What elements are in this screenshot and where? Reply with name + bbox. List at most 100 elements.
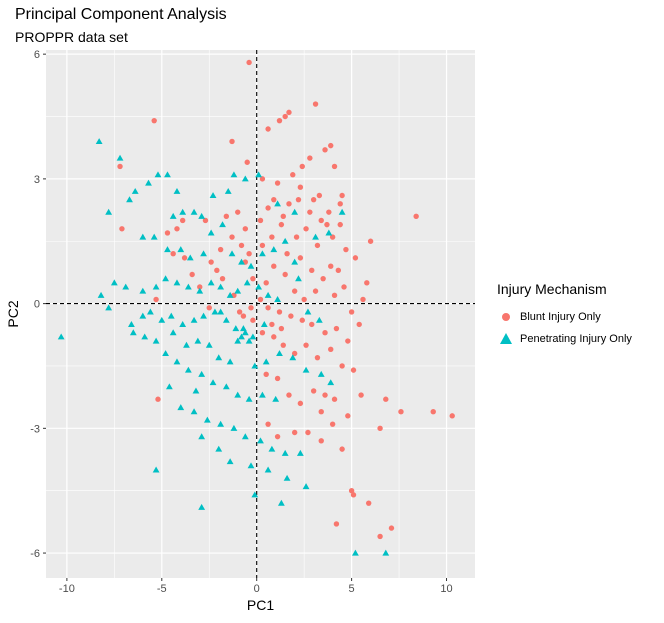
penetrating-point [105,208,113,215]
blunt-point [301,296,307,303]
blunt-point [360,296,366,303]
penetrating-point [139,233,147,240]
blunt-point [329,421,336,427]
blunt-point [286,201,292,207]
blunt-point [278,325,285,332]
blunt-point [324,221,330,228]
blunt-point [297,400,304,407]
penetrating-point [158,316,166,323]
penetrating-point [203,416,211,423]
blunt-point [276,117,283,124]
blunt-point [307,209,313,215]
penetrating-point [264,291,272,298]
penetrating-point [274,200,281,207]
y-axis-ticks: -6 -3 0 3 6 [30,49,46,560]
penetrating-point [139,287,147,294]
blunt-point [358,392,364,398]
data-points [57,59,455,556]
blunt-point [235,209,241,215]
penetrating-point [241,329,249,336]
penetrating-point [315,316,323,323]
penetrating-point [186,254,194,261]
penetrating-point [291,208,299,215]
penetrating-point [177,404,185,411]
penetrating-point [258,391,266,398]
blunt-point [229,234,235,240]
penetrating-point [154,171,162,178]
penetrating-point [217,283,225,290]
blunt-point [269,321,275,328]
penetrating-point [255,283,263,290]
blunt-point [413,213,419,219]
blunt-point [229,138,235,145]
penetrating-point [207,229,215,236]
blunt-point [214,267,220,274]
blunt-point [333,521,340,527]
penetrating-point [262,358,270,365]
blunt-point [174,226,180,232]
penetrating-point [247,462,255,469]
blunt-point [274,180,281,186]
blunt-point [286,109,292,116]
blunt-point [282,271,288,278]
penetrating-point [247,262,255,269]
blunt-point [206,305,212,311]
penetrating-point [152,466,160,473]
penetrating-point [232,325,240,332]
penetrating-point [97,291,105,298]
penetrating-point [255,171,263,178]
blunt-point [274,375,281,382]
blunt-point [240,313,247,319]
penetrating-point [327,379,335,386]
blunt-point [263,280,269,286]
circle-marker-icon [497,309,514,326]
penetrating-point [162,275,169,282]
penetrating-point [257,437,264,444]
penetrating-point [169,329,177,336]
penetrating-point [179,208,187,215]
blunt-point [242,226,249,232]
blunt-point [348,487,355,494]
penetrating-point [194,337,202,344]
blunt-point [333,325,340,332]
penetrating-point [177,246,185,253]
penetrating-point [139,312,147,319]
reference-lines [46,50,475,578]
penetrating-point [222,316,230,323]
blunt-point [208,259,214,265]
blunt-point [257,217,264,224]
blunt-point [119,226,125,232]
blunt-point [269,234,275,240]
blunt-point [339,192,345,199]
blunt-point [365,500,372,506]
penetrating-point [164,246,171,253]
penetrating-point [230,424,238,431]
blunt-point [307,155,313,161]
penetrating-point [251,362,259,369]
x-tick-label: 0 [254,583,260,595]
penetrating-point [200,312,207,319]
blunt-point [259,242,266,249]
penetrating-point [209,192,217,199]
blunt-point [223,213,230,219]
penetrating-point [129,329,137,336]
blunt-point [316,192,323,199]
blunt-point [248,305,254,311]
blunt-point [299,163,305,170]
penetrating-point [295,275,302,282]
penetrating-point [382,549,390,556]
penetrating-point [198,370,206,377]
penetrating-point [184,366,192,373]
blunt-point [297,184,304,190]
penetrating-point [226,291,234,298]
penetrating-point [240,325,247,332]
penetrating-point [173,279,181,286]
blunt-point [274,433,281,440]
blunt-point [318,217,324,224]
blunt-point [151,117,157,124]
blunt-point [328,263,334,269]
penetrating-point [184,283,192,290]
blunt-point [117,163,123,170]
blunt-point [383,396,389,402]
penetrating-point [251,491,259,498]
